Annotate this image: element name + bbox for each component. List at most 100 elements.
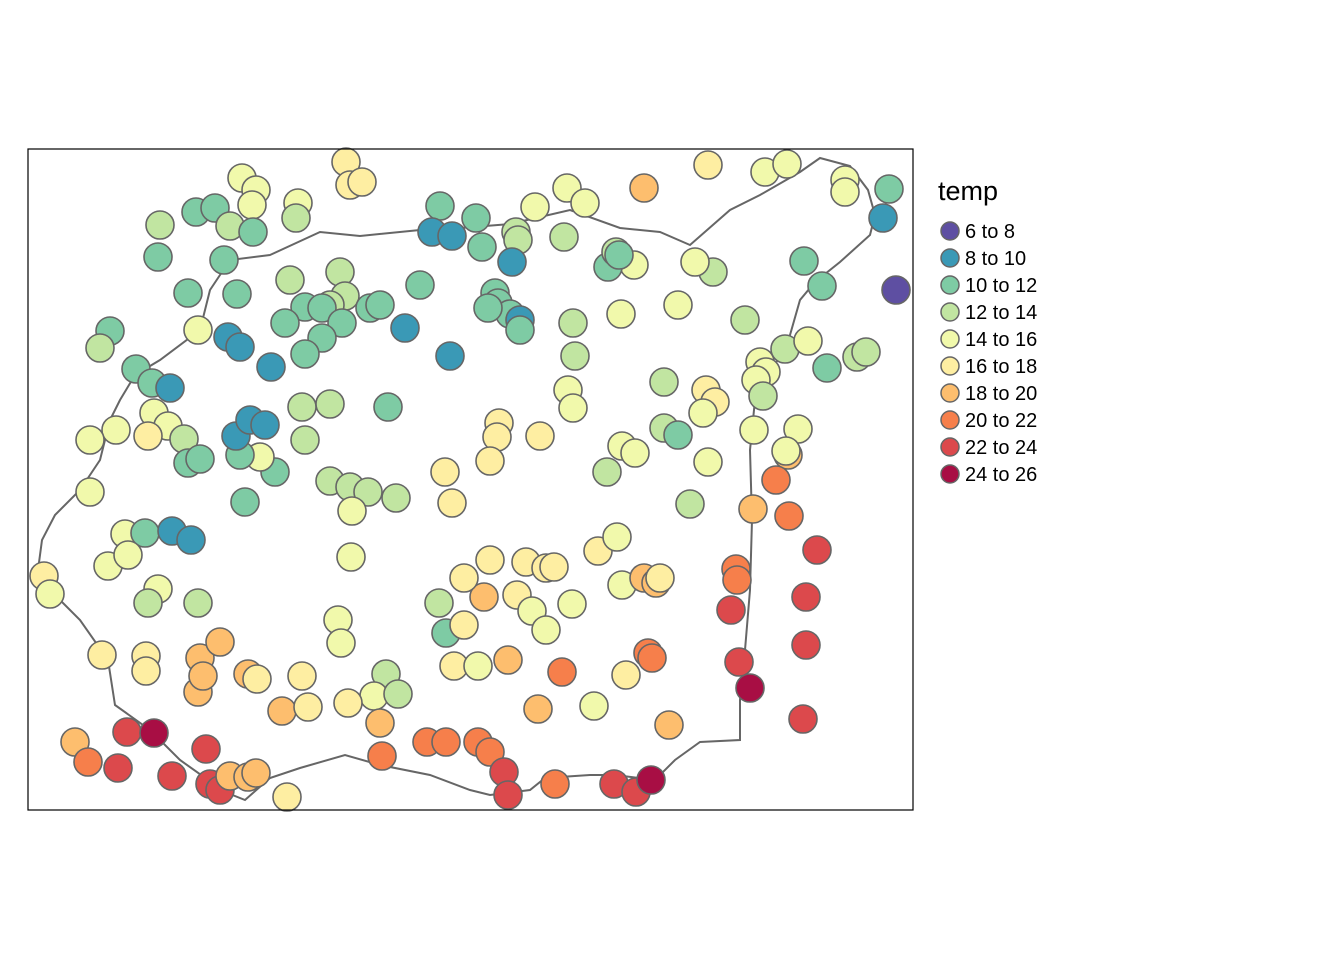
legend-swatch bbox=[940, 275, 960, 295]
station-point bbox=[113, 540, 143, 570]
station-point bbox=[290, 425, 320, 455]
station-point bbox=[739, 415, 769, 445]
legend-swatch bbox=[940, 329, 960, 349]
station-point bbox=[558, 308, 588, 338]
station-point bbox=[381, 483, 411, 513]
station-point bbox=[185, 444, 215, 474]
station-point bbox=[333, 688, 363, 718]
station-point bbox=[131, 656, 161, 686]
station-point bbox=[383, 679, 413, 709]
station-point bbox=[73, 747, 103, 777]
legend-swatch bbox=[940, 410, 960, 430]
station-point bbox=[437, 488, 467, 518]
station-point bbox=[724, 647, 754, 677]
station-point bbox=[463, 651, 493, 681]
station-point bbox=[390, 313, 420, 343]
station-point bbox=[449, 563, 479, 593]
station-point bbox=[287, 661, 317, 691]
station-point bbox=[222, 279, 252, 309]
station-points bbox=[29, 147, 911, 812]
station-point bbox=[540, 769, 570, 799]
station-point bbox=[133, 588, 163, 618]
legend-label: 16 to 18 bbox=[965, 356, 1037, 378]
station-point bbox=[85, 333, 115, 363]
station-point bbox=[636, 765, 666, 795]
station-point bbox=[425, 191, 455, 221]
station-point bbox=[523, 694, 553, 724]
station-point bbox=[654, 710, 684, 740]
station-point bbox=[237, 190, 267, 220]
station-point bbox=[275, 265, 305, 295]
station-point bbox=[592, 457, 622, 487]
station-point bbox=[807, 271, 837, 301]
station-point bbox=[579, 691, 609, 721]
station-point bbox=[133, 421, 163, 451]
station-point bbox=[467, 232, 497, 262]
legend-label: 20 to 22 bbox=[965, 410, 1037, 432]
station-point bbox=[242, 664, 272, 694]
station-point bbox=[35, 579, 65, 609]
station-point bbox=[539, 552, 569, 582]
station-point bbox=[191, 734, 221, 764]
station-point bbox=[793, 326, 823, 356]
station-point bbox=[730, 305, 760, 335]
legend-items: 6 to 8 8 to 10 10 to 12 12 to 14 14 to 16 16 … bbox=[940, 221, 1037, 486]
legend: temp 6 to 8 8 to 10 10 to 12 12 to 14 14 to … bbox=[938, 176, 1037, 486]
map-layer bbox=[29, 147, 911, 812]
station-point bbox=[473, 293, 503, 323]
station-point bbox=[326, 628, 356, 658]
legend-swatch bbox=[940, 464, 960, 484]
station-point bbox=[558, 393, 588, 423]
station-point bbox=[405, 270, 435, 300]
station-point bbox=[290, 339, 320, 369]
station-point bbox=[112, 717, 142, 747]
station-point bbox=[75, 425, 105, 455]
station-point bbox=[771, 436, 801, 466]
station-point bbox=[525, 421, 555, 451]
station-point bbox=[493, 780, 523, 810]
station-point bbox=[365, 290, 395, 320]
station-point bbox=[336, 542, 366, 572]
station-point bbox=[547, 657, 577, 687]
station-point bbox=[748, 381, 778, 411]
map-frame bbox=[27, 148, 914, 811]
station-point bbox=[606, 299, 636, 329]
station-point bbox=[868, 203, 898, 233]
station-point bbox=[560, 341, 590, 371]
station-point bbox=[365, 708, 395, 738]
station-point bbox=[281, 203, 311, 233]
station-point bbox=[230, 487, 260, 517]
station-point bbox=[143, 242, 173, 272]
legend-title: temp bbox=[938, 176, 998, 206]
station-point bbox=[774, 501, 804, 531]
station-point bbox=[688, 398, 718, 428]
station-point bbox=[157, 761, 187, 791]
station-point bbox=[449, 610, 479, 640]
station-point bbox=[272, 782, 302, 812]
station-point bbox=[250, 410, 280, 440]
legend-label: 10 to 12 bbox=[965, 275, 1037, 297]
station-point bbox=[325, 257, 355, 287]
station-point bbox=[431, 727, 461, 757]
station-point bbox=[531, 615, 561, 645]
station-point bbox=[812, 353, 842, 383]
legend-label: 24 to 26 bbox=[965, 464, 1037, 486]
station-point bbox=[637, 643, 667, 673]
station-point bbox=[430, 457, 460, 487]
station-point bbox=[145, 210, 175, 240]
legend-swatch bbox=[940, 221, 960, 241]
station-point bbox=[437, 221, 467, 251]
station-point bbox=[315, 389, 345, 419]
station-point bbox=[604, 240, 634, 270]
station-point bbox=[307, 293, 337, 323]
station-point bbox=[663, 290, 693, 320]
station-point bbox=[188, 661, 218, 691]
station-point bbox=[337, 496, 367, 526]
station-point bbox=[716, 595, 746, 625]
legend-swatch bbox=[940, 356, 960, 376]
station-point bbox=[791, 630, 821, 660]
station-point bbox=[505, 315, 535, 345]
station-point bbox=[649, 367, 679, 397]
station-point bbox=[497, 247, 527, 277]
